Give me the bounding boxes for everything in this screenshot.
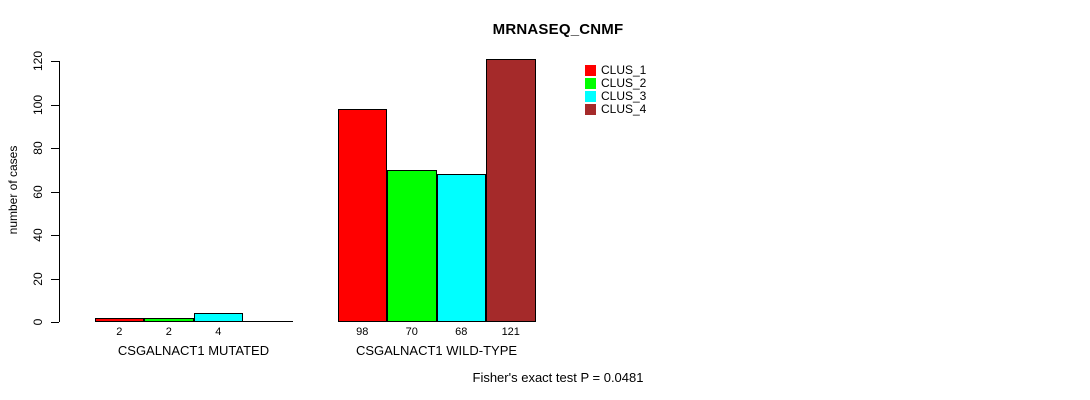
bar-CLUS_1 [94,318,144,322]
y-axis-tick-label: 0 [31,318,45,326]
bar-CLUS_3 [193,313,243,322]
y-axis-tick-label: 100 [31,94,45,116]
bar-value-label: 98 [356,326,369,338]
legend-item: CLUS_3 [585,89,647,103]
bar-value-label: 2 [116,326,123,338]
x-axis-category-label: CSGALNACT1 WILD-TYPE [355,343,518,358]
y-axis-tick-label: 80 [31,141,45,155]
y-axis-tick [51,148,59,149]
y-axis-tick [51,61,59,62]
bar-CLUS_2 [144,318,194,322]
y-axis-tick [51,322,59,323]
bar-value-label: 4 [215,326,222,338]
bar-value-label: 2 [165,326,172,338]
bar-CLUS_4 [486,59,536,322]
y-axis-tick-label: 40 [31,228,45,242]
x-axis-category-label: CSGALNACT1 MUTATED [117,343,270,358]
legend-swatch-CLUS_1 [585,65,596,76]
y-axis-tick [51,105,59,106]
legend-label: CLUS_1 [601,63,647,77]
y-axis-tick-label: 120 [31,50,45,72]
bar-group [94,61,293,322]
y-axis-tick-label: 60 [31,185,45,199]
y-axis-title: number of cases [6,145,20,235]
legend-swatch-CLUS_3 [585,91,596,102]
bar-group [337,59,536,322]
legend-swatch-CLUS_2 [585,78,596,89]
legend-label: CLUS_3 [601,89,647,103]
y-axis-tick-label: 20 [31,272,45,286]
legend-item: CLUS_2 [585,76,647,90]
y-axis-line [59,61,60,322]
legend-swatch-CLUS_4 [585,104,596,115]
legend-item: CLUS_1 [585,63,647,77]
y-axis-tick [51,235,59,236]
bar-value-label: 68 [455,326,468,338]
chart-title: MRNASEQ_CNMF [492,21,624,38]
fisher-test-annotation: Fisher's exact test P = 0.0481 [472,370,644,385]
legend-label: CLUS_4 [601,102,647,116]
bar-CLUS_3 [436,174,486,322]
legend-label: CLUS_2 [601,76,647,90]
bar-CLUS_1 [337,109,387,322]
y-axis-tick [51,192,59,193]
legend-item: CLUS_4 [585,102,647,116]
bar-CLUS_2 [387,170,437,322]
y-axis-tick [51,279,59,280]
bar-value-label: 121 [501,326,520,338]
bar-value-label: 70 [405,326,418,338]
legend: CLUS_1 CLUS_2 CLUS_3 CLUS_4 [585,63,647,117]
